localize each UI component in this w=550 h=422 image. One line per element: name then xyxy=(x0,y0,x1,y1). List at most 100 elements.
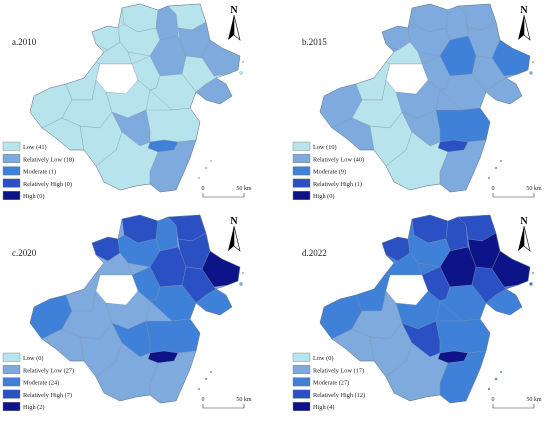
island xyxy=(494,377,498,381)
scale-bar-line xyxy=(492,404,535,409)
study-area-map xyxy=(319,3,534,193)
scale-start-label: 0 xyxy=(492,186,495,192)
legend: Low (41) Relatively Low (18) Moderate (1) R… xyxy=(2,141,74,200)
legend-swatch xyxy=(2,166,21,176)
scale-end-label: 50 km xyxy=(526,186,542,192)
no-data-area xyxy=(385,274,429,306)
north-label: N xyxy=(520,216,528,227)
legend-label: Relatively High (1) xyxy=(313,181,362,188)
north-label: N xyxy=(230,5,238,16)
no-data-area xyxy=(95,63,139,95)
island xyxy=(239,71,243,75)
north-arrow-icon xyxy=(228,226,234,251)
panel-label: b.2015 xyxy=(302,37,327,47)
legend-item: Moderate (9) xyxy=(292,166,346,176)
map-panel: c.2020 N 0 50 km Low (0) Relatively Low (27) M… xyxy=(2,214,252,411)
legend-item: High (0) xyxy=(292,190,335,200)
legend-item: Relatively Low (17) xyxy=(292,365,364,375)
legend-swatch xyxy=(2,401,21,411)
legend: Low (0) Relatively Low (17) Moderate (27) R… xyxy=(292,352,365,411)
north-label: N xyxy=(230,216,238,227)
island xyxy=(494,166,498,170)
island xyxy=(242,272,244,274)
scale-bar: 0 50 km xyxy=(492,397,542,409)
legend-label: Moderate (1) xyxy=(23,169,56,176)
scale-bar-line xyxy=(492,193,535,198)
north-arrow-icon xyxy=(233,225,241,252)
north-arrow: N xyxy=(518,5,531,41)
scale-bar-line xyxy=(202,404,245,409)
legend-swatch xyxy=(292,389,311,399)
island xyxy=(242,61,244,63)
legend-item: Relatively Low (40) xyxy=(292,154,364,164)
legend-item: Low (0) xyxy=(2,352,43,362)
study-area-map xyxy=(29,214,244,404)
legend-label: Relatively High (12) xyxy=(313,392,365,399)
legend-label: Relatively High (0) xyxy=(23,181,72,188)
island xyxy=(487,387,491,391)
island xyxy=(499,159,503,163)
legend-item: Moderate (24) xyxy=(2,377,59,387)
legend-label: Moderate (24) xyxy=(23,380,59,387)
legend-item: Low (0) xyxy=(292,352,333,362)
legend-label: Low (0) xyxy=(313,355,333,362)
map-region xyxy=(145,107,201,143)
legend-swatch xyxy=(2,141,21,151)
legend-swatch xyxy=(292,166,311,176)
legend-label: High (4) xyxy=(313,404,335,411)
north-arrow-icon xyxy=(523,14,531,41)
legend-label: Moderate (9) xyxy=(313,169,346,176)
study-area-boundary xyxy=(29,3,241,193)
legend-label: Relatively Low (17) xyxy=(313,367,364,374)
legend-swatch xyxy=(2,365,21,375)
legend-label: Low (0) xyxy=(23,355,43,362)
legend-item: Relatively High (7) xyxy=(2,389,72,399)
legend-label: High (0) xyxy=(313,193,335,200)
panel-label: c.2020 xyxy=(12,248,37,258)
legend-swatch xyxy=(2,352,21,362)
legend-item: Low (10) xyxy=(292,141,337,151)
legend-label: High (2) xyxy=(23,404,45,411)
scale-start-label: 0 xyxy=(202,397,205,403)
legend-label: Low (10) xyxy=(313,144,337,151)
map-panel: b.2015 N 0 50 km Low (10) Relatively Low (40)… xyxy=(292,3,542,200)
study-area-map xyxy=(29,3,244,193)
legend-swatch xyxy=(292,365,311,375)
legend-item: Relatively Low (18) xyxy=(2,154,74,163)
study-area-boundary xyxy=(319,214,531,404)
scale-bar: 0 50 km xyxy=(202,397,252,409)
legend-swatch xyxy=(292,154,311,164)
legend-label: Relatively High (7) xyxy=(23,392,72,399)
island xyxy=(204,166,208,170)
island xyxy=(529,282,533,286)
map-region xyxy=(435,107,491,143)
legend-item: Moderate (1) xyxy=(2,166,56,176)
island xyxy=(532,272,534,274)
north-arrow-icon xyxy=(523,225,531,252)
scale-end-label: 50 km xyxy=(236,397,252,403)
map-panel: a.2010 N 0 50 km Low (41) Relatively Low (18)… xyxy=(2,3,252,200)
island xyxy=(204,377,208,381)
panel-label: a.2010 xyxy=(12,37,37,47)
legend-swatch xyxy=(292,141,311,151)
legend-label: Relatively Low (40) xyxy=(313,156,364,163)
scale-end-label: 50 km xyxy=(526,397,542,403)
legend-swatch xyxy=(292,352,311,362)
legend-item: High (4) xyxy=(292,401,335,411)
legend-swatch xyxy=(2,178,21,188)
legend-item: Moderate (27) xyxy=(292,377,349,387)
scale-bar: 0 50 km xyxy=(492,186,542,198)
north-arrow-icon xyxy=(233,14,241,41)
north-arrow: N xyxy=(228,5,241,41)
north-arrow-icon xyxy=(518,15,524,40)
island xyxy=(529,71,533,75)
scale-start-label: 0 xyxy=(492,397,495,403)
map-region xyxy=(145,318,201,354)
legend-swatch xyxy=(2,190,21,200)
legend-item: Relatively High (1) xyxy=(292,178,362,188)
legend-item: Low (41) xyxy=(2,141,47,151)
map-region xyxy=(435,318,491,354)
legend-label: Relatively Low (18) xyxy=(23,156,74,163)
legend-item: Relatively High (12) xyxy=(292,389,365,399)
